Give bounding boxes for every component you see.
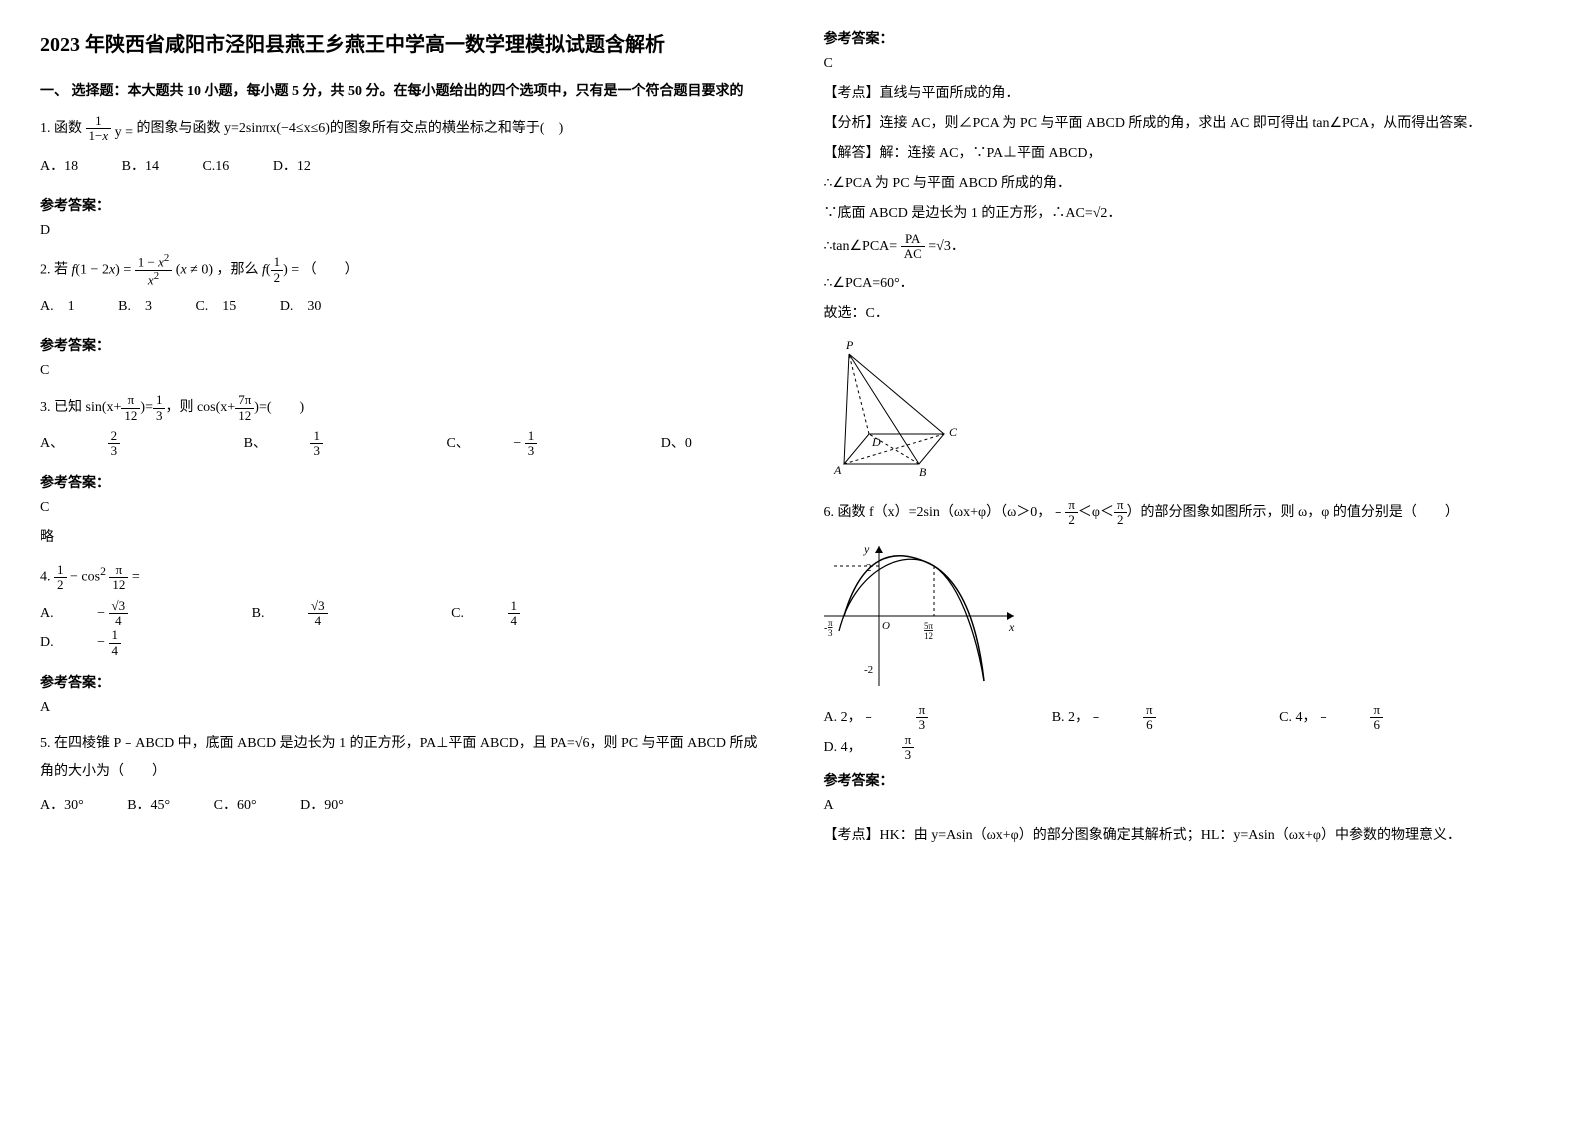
q3-mid3: )=( ) <box>254 400 304 415</box>
q5-opt-c: C．60° <box>214 792 257 820</box>
q4: 4. 12 − cos2 π12 = A. − √34 B. √34 C. 14… <box>40 560 764 657</box>
q5-opt-a: A．30° <box>40 792 84 820</box>
l2suf: ． <box>1107 206 1121 221</box>
q3-mid2: ，则 cos(x+ <box>165 400 235 415</box>
q3-ans: C <box>40 500 764 516</box>
section1-intro: 一、 选择题：本大题共 10 小题，每小题 5 分，共 50 分。在每小题给出的… <box>40 80 764 100</box>
q3-opt-a: A、 <box>40 430 64 458</box>
q6-opt-b: B. 2，﹣ <box>1052 706 1103 726</box>
q1-opt-b: B．14 <box>122 153 159 181</box>
q1-frac: 11−x <box>86 114 112 144</box>
q3-note: 略 <box>40 526 764 546</box>
svg-text:y: y <box>863 542 870 556</box>
q2-ans-label: 参考答案： <box>40 335 764 355</box>
svg-text:5π: 5π <box>924 621 934 631</box>
q4-pre: 4. <box>40 570 54 585</box>
q5-sol-tag: 【考点】直线与平面所成的角． <box>824 82 1548 102</box>
q1-mid: 的图象与函数 y=2sinπx(−4≤x≤6)的图象所有交点的横坐标之和等于( … <box>137 121 564 136</box>
q4-opt-c: C. <box>451 600 464 628</box>
q5-sol-l2: ∵底面 ABCD 是边长为 1 的正方形，∴AC=√2． <box>824 202 1548 222</box>
q4-opt-d: D. <box>40 629 54 657</box>
q4-ans-label: 参考答案： <box>40 672 764 692</box>
q5-opt-b: B．45° <box>127 792 170 820</box>
q4-ans: A <box>40 700 764 716</box>
svg-text:3: 3 <box>828 628 833 638</box>
q6-opt-c: C. 4，﹣ <box>1279 706 1330 726</box>
q4-opt-b: B. <box>252 600 265 628</box>
q6-opt-a: A. 2，﹣ <box>824 706 876 726</box>
pyramid-diagram: P A B C D <box>824 334 1548 484</box>
q5-sol-l5: 故选：C． <box>824 302 1548 322</box>
q2-opt-c: C. 15 <box>195 293 236 321</box>
q3-mid1: )= <box>140 400 153 415</box>
svg-text:D: D <box>871 435 881 449</box>
q6-ans: A <box>824 798 1548 814</box>
q5-ans-label: 参考答案： <box>824 28 1548 48</box>
q4-tail: = <box>132 570 140 585</box>
svg-text:A: A <box>833 463 842 477</box>
q2-mid: ，那么 <box>217 262 259 277</box>
q2-opts: A. 1 B. 3 C. 15 D. 30 <box>40 293 764 321</box>
l3suf: ． <box>951 239 965 254</box>
svg-text:O: O <box>882 620 890 632</box>
q2-tail: （ ） <box>303 262 359 277</box>
q6: 6. 函数 f（x）=2sin（ωx+φ）（ω＞0，﹣π2＜φ＜π2）的部分图象… <box>824 498 1548 528</box>
q3-opts: A、 23 B、 13 C、 − 13 D、0 <box>40 429 764 459</box>
q4-opt-a: A. <box>40 600 54 628</box>
q6-ans-label: 参考答案： <box>824 770 1548 790</box>
q3-ans-label: 参考答案： <box>40 472 764 492</box>
svg-text:B: B <box>919 465 927 479</box>
q5-ans: C <box>824 56 1548 72</box>
q6-sol: 【考点】HK：由 y=Asin（ωx+φ）的部分图象确定其解析式；HL：y=As… <box>824 824 1548 844</box>
svg-text:P: P <box>845 338 854 352</box>
q6-opt-d: D. 4， <box>824 736 862 756</box>
q2-ans: C <box>40 363 764 379</box>
title: 2023 年陕西省咸阳市泾阳县燕王乡燕王中学高一数学理模拟试题含解析 <box>40 30 764 60</box>
svg-text:C: C <box>949 425 958 439</box>
q3-opt-b: B、 <box>244 430 267 458</box>
q5-sol-ana: 【分析】连接 AC，则∠PCA 为 PC 与平面 ABCD 所成的角，求出 AC… <box>824 112 1548 132</box>
q1-ans: D <box>40 223 764 239</box>
l3pre: ∴tan∠PCA= <box>824 239 901 254</box>
svg-text:-2: -2 <box>864 664 873 676</box>
l3mid: = <box>925 239 936 254</box>
q3-pre: 3. 已知 sin(x+ <box>40 400 121 415</box>
svg-text:12: 12 <box>924 631 933 641</box>
svg-text:x: x <box>1008 620 1015 634</box>
q1-opt-a: A．18 <box>40 153 78 181</box>
q2-pre: 2. 若 <box>40 262 68 277</box>
q6-mid: ＜φ＜ <box>1078 505 1114 520</box>
q2-opt-d: D. 30 <box>280 293 322 321</box>
q1-ans-label: 参考答案： <box>40 195 764 215</box>
q5-opts: A．30° B．45° C．60° D．90° <box>40 792 764 820</box>
q5-text: 5. 在四棱锥 P﹣ABCD 中，底面 ABCD 是边长为 1 的正方形，PA⊥… <box>40 736 758 779</box>
q5-sol-l3: ∴tan∠PCA= PAAC =√3． <box>824 232 1548 262</box>
q5: 5. 在四棱锥 P﹣ABCD 中，底面 ABCD 是边长为 1 的正方形，PA⊥… <box>40 730 764 820</box>
q4-opts: A. − √34 B. √34 C. 14 D. − 14 <box>40 599 764 658</box>
q2-opt-a: A. 1 <box>40 293 75 321</box>
l2pre: ∵底面 ABCD 是边长为 1 的正方形，∴AC= <box>824 206 1093 221</box>
q1-opts: A．18 B．14 C.16 D．12 <box>40 153 764 181</box>
q2-opt-b: B. 3 <box>118 293 152 321</box>
q5-sol-l4: ∴∠PCA=60°． <box>824 272 1548 292</box>
q1-opt-d: D．12 <box>273 153 311 181</box>
q3-opt-d: D、0 <box>661 430 692 458</box>
q5-sol-l1: ∴∠PCA 为 PC 与平面 ABCD 所成的角． <box>824 172 1548 192</box>
q5-opt-d: D．90° <box>300 792 344 820</box>
q1: 1. 函数 11−x y = 的图象与函数 y=2sinπx(−4≤x≤6)的图… <box>40 114 764 181</box>
svg-text:π: π <box>828 618 833 628</box>
sine-diagram: x y O 2 -2 - π 3 5π 12 <box>824 541 1548 691</box>
q6-opts: A. 2，﹣π3 B. 2，﹣π6 C. 4，﹣π6 D. 4，π3 <box>824 703 1548 762</box>
q5-sol-jie: 【解答】解：连接 AC，∵PA⊥平面 ABCD， <box>824 142 1548 162</box>
svg-text:-: - <box>824 623 827 634</box>
q1-opt-c: C.16 <box>202 153 229 181</box>
q6-pre: 6. 函数 f（x）=2sin（ωx+φ）（ω＞0，﹣ <box>824 505 1066 520</box>
q3-opt-c: C、 <box>446 430 469 458</box>
q2: 2. 若 f(1 − 2x) = 1 − x2x2 (x ≠ 0) ，那么 f(… <box>40 253 764 321</box>
q1-pre: 1. 函数 <box>40 121 82 136</box>
q6-suf: ）的部分图象如图所示，则 ω，φ 的值分别是（ ） <box>1127 505 1459 520</box>
q3: 3. 已知 sin(x+π12)=13，则 cos(x+7π12)=( ) A、… <box>40 393 764 458</box>
